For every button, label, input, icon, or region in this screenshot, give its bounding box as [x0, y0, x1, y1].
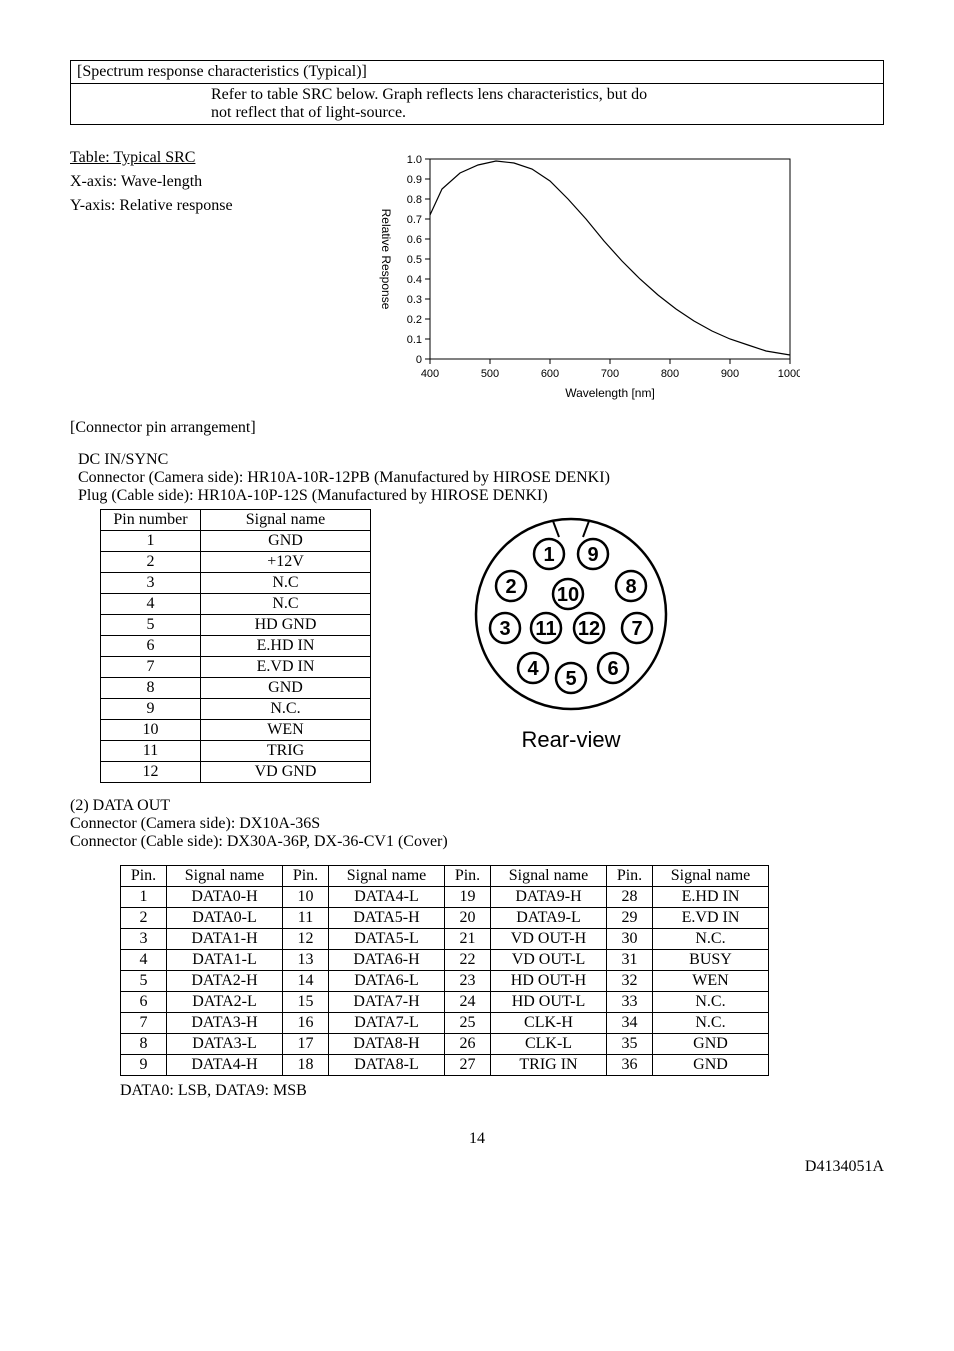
spectrum-box-line1: Refer to table SRC below. Graph reflects… — [211, 86, 877, 104]
svg-text:9: 9 — [587, 544, 598, 566]
spectrum-box: [Spectrum response characteristics (Typi… — [70, 60, 884, 125]
dataout-title: (2) DATA OUT — [70, 797, 884, 815]
pin-table: Pin numberSignal name1GND2+12V3N.C4N.C5H… — [100, 509, 371, 783]
table-row: 8GND — [101, 678, 371, 699]
svg-text:10: 10 — [557, 584, 579, 606]
svg-text:1: 1 — [543, 544, 554, 566]
table-row: 8DATA3-L17DATA8-H26CLK-L35GND — [121, 1034, 769, 1055]
dataout-table: Pin.Signal namePin.Signal namePin.Signal… — [120, 865, 769, 1076]
svg-text:1000: 1000 — [778, 368, 800, 380]
svg-text:0.5: 0.5 — [407, 254, 422, 266]
svg-text:12: 12 — [578, 618, 600, 640]
doc-id: D4134051A — [70, 1158, 884, 1176]
svg-text:Relative Response: Relative Response — [379, 209, 393, 310]
pin-table-header: Signal name — [201, 510, 371, 531]
table-row: 4N.C — [101, 594, 371, 615]
src-row: Table: Typical SRC X-axis: Wave-length Y… — [70, 149, 884, 409]
svg-text:500: 500 — [481, 368, 499, 380]
svg-text:6: 6 — [607, 658, 618, 680]
svg-text:0.3: 0.3 — [407, 294, 422, 306]
page-number: 14 — [70, 1130, 884, 1148]
table-row: 4DATA1-L13DATA6-H22VD OUT-L31BUSY — [121, 950, 769, 971]
svg-text:0.2: 0.2 — [407, 314, 422, 326]
dataout-header: Signal name — [167, 866, 283, 887]
spectrum-box-line2: not reflect that of light-source. — [211, 104, 877, 122]
rear-view-diagram: 123456789101112 Rear-view — [451, 509, 691, 753]
svg-text:800: 800 — [661, 368, 679, 380]
svg-text:0.1: 0.1 — [407, 334, 422, 346]
table-row: 1GND — [101, 531, 371, 552]
table-row: 5HD GND — [101, 615, 371, 636]
svg-text:Wavelength [nm]: Wavelength [nm] — [565, 386, 655, 400]
table-row: 5DATA2-H14DATA6-L23HD OUT-H32WEN — [121, 971, 769, 992]
svg-text:3: 3 — [499, 618, 510, 640]
svg-text:900: 900 — [721, 368, 739, 380]
table-row: 3DATA1-H12DATA5-L21VD OUT-H30N.C. — [121, 929, 769, 950]
dataout-footnote: DATA0: LSB, DATA9: MSB — [70, 1082, 884, 1100]
svg-text:0.6: 0.6 — [407, 234, 422, 246]
dataout-line1: Connector (Camera side): DX10A-36S — [70, 815, 884, 833]
table-row: 7E.VD IN — [101, 657, 371, 678]
rear-view-svg: 123456789101112 — [451, 509, 691, 719]
svg-text:5: 5 — [565, 668, 576, 690]
dataout-header: Signal name — [653, 866, 769, 887]
dataout-header: Pin. — [121, 866, 167, 887]
svg-text:0.4: 0.4 — [407, 274, 422, 286]
pin-row: Pin numberSignal name1GND2+12V3N.C4N.C5H… — [70, 509, 884, 783]
svg-text:11: 11 — [535, 618, 556, 640]
svg-text:600: 600 — [541, 368, 559, 380]
svg-text:400: 400 — [421, 368, 439, 380]
svg-text:0: 0 — [416, 354, 422, 366]
table-row: 6DATA2-L15DATA7-H24HD OUT-L33N.C. — [121, 992, 769, 1013]
table-row: 7DATA3-H16DATA7-L25CLK-H34N.C. — [121, 1013, 769, 1034]
svg-text:1.0: 1.0 — [407, 154, 422, 166]
table-row: 9N.C. — [101, 699, 371, 720]
src-yaxis: Y-axis: Relative response — [70, 197, 330, 215]
svg-text:2: 2 — [505, 576, 516, 598]
src-heading: Table: Typical SRC — [70, 149, 330, 167]
connector-heading: [Connector pin arrangement] — [70, 419, 884, 437]
table-row: 2DATA0-L11DATA5-H20DATA9-L29E.VD IN — [121, 908, 769, 929]
dcin-line1: Connector (Camera side): HR10A-10R-12PB … — [78, 469, 884, 487]
table-row: 1DATA0-H10DATA4-L19DATA9-H28E.HD IN — [121, 887, 769, 908]
dataout-header: Pin. — [283, 866, 329, 887]
rear-view-label: Rear-view — [451, 727, 691, 753]
svg-text:700: 700 — [601, 368, 619, 380]
svg-text:7: 7 — [631, 618, 642, 640]
svg-text:4: 4 — [527, 658, 539, 680]
dataout-header: Pin. — [445, 866, 491, 887]
dcin-line2: Plug (Cable side): HR10A-10P-12S (Manufa… — [78, 487, 884, 505]
src-xaxis: X-axis: Wave-length — [70, 173, 330, 191]
dataout-header: Signal name — [329, 866, 445, 887]
spectrum-box-title: [Spectrum response characteristics (Typi… — [71, 61, 883, 84]
spectrum-box-body: Refer to table SRC below. Graph reflects… — [71, 84, 883, 124]
dataout-header: Signal name — [491, 866, 607, 887]
table-row: 2+12V — [101, 552, 371, 573]
dataout-header: Pin. — [607, 866, 653, 887]
svg-text:8: 8 — [625, 576, 636, 598]
table-row: 9DATA4-H18DATA8-L27TRIG IN36GND — [121, 1055, 769, 1076]
svg-text:0.8: 0.8 — [407, 194, 422, 206]
table-row: 6E.HD IN — [101, 636, 371, 657]
table-row: 12VD GND — [101, 762, 371, 783]
table-row: 11TRIG — [101, 741, 371, 762]
src-text: Table: Typical SRC X-axis: Wave-length Y… — [70, 149, 330, 409]
svg-text:0.7: 0.7 — [407, 214, 422, 226]
table-row: 10WEN — [101, 720, 371, 741]
table-row: 3N.C — [101, 573, 371, 594]
pin-table-header: Pin number — [101, 510, 201, 531]
dcin-title: DC IN/SYNC — [78, 451, 884, 469]
svg-text:0.9: 0.9 — [407, 174, 422, 186]
src-chart: 0 0.1 0.2 0.3 0.4 0.5 0.6 0.7 0.8 0.9 1.0 400 500 600… — [360, 149, 884, 409]
chart-svg: 0 0.1 0.2 0.3 0.4 0.5 0.6 0.7 0.8 0.9 1.0 400 500 600… — [360, 149, 800, 409]
dataout-line2: Connector (Cable side): DX30A-36P, DX-36… — [70, 833, 884, 851]
